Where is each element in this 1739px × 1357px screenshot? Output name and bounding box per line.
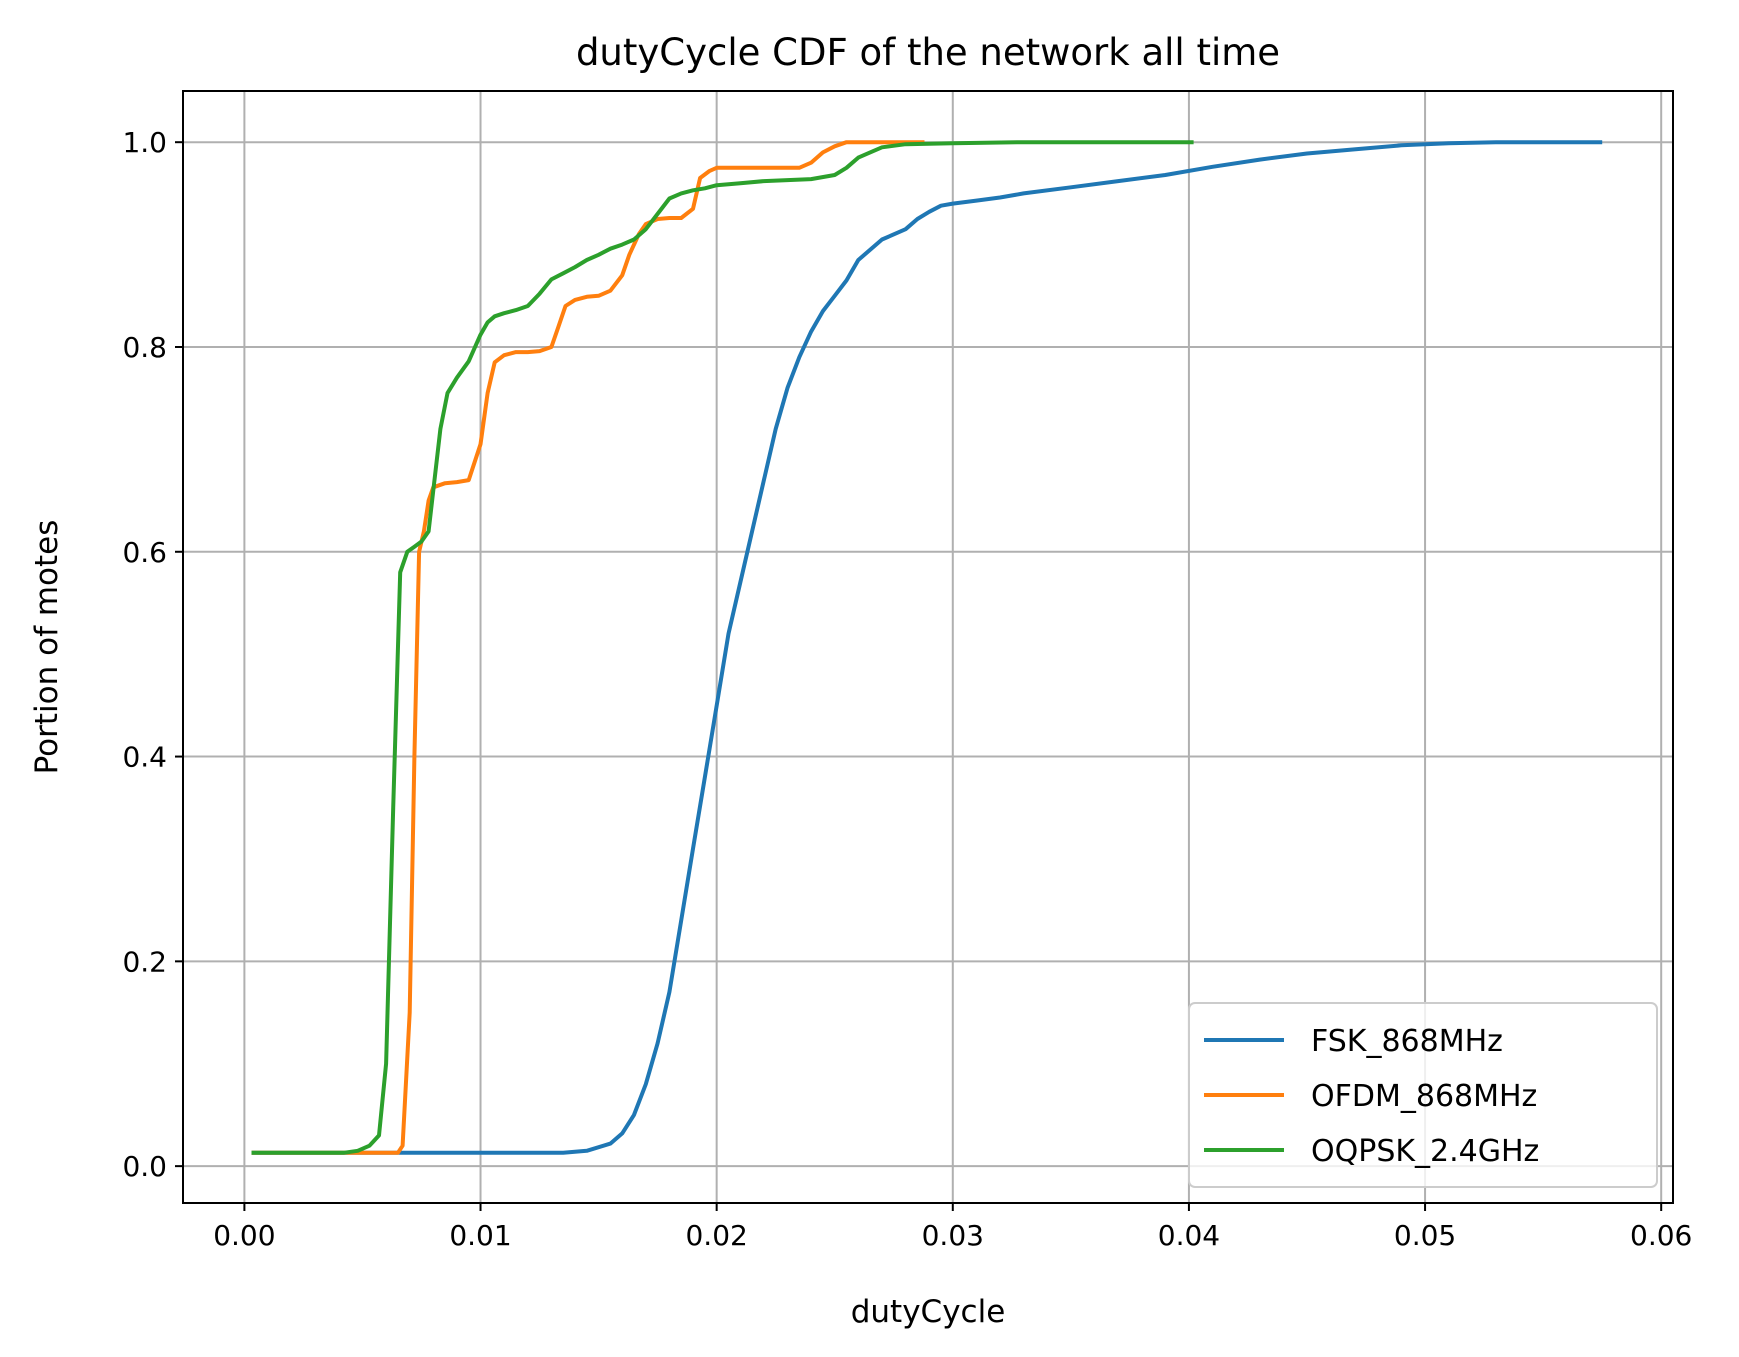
x-tick-label: 0.06 <box>1630 1219 1692 1252</box>
x-tick-label: 0.05 <box>1394 1219 1456 1252</box>
y-axis-label: Portion of motes <box>29 520 65 775</box>
x-tick-label: 0.03 <box>922 1219 984 1252</box>
grid <box>183 91 1673 1203</box>
y-tick-label: 1.0 <box>122 126 167 159</box>
x-tick-label: 0.02 <box>685 1219 747 1252</box>
plot-frame <box>182 90 1674 1204</box>
y-tick-label: 0.8 <box>122 331 167 364</box>
y-tick-label: 0.0 <box>122 1150 167 1183</box>
legend-label: OFDM_868MHz <box>1311 1079 1537 1114</box>
x-tick-label: 0.00 <box>213 1219 275 1252</box>
y-tick-label: 0.6 <box>122 536 167 569</box>
legend: FSK_868MHz OFDM_868MHz OQPSK_2.4GHz <box>1188 1002 1658 1188</box>
y-tick-label: 0.2 <box>122 945 167 978</box>
legend-label: OQPSK_2.4GHz <box>1311 1134 1539 1169</box>
legend-label: FSK_868MHz <box>1311 1024 1503 1059</box>
x-axis-label: dutyCycle <box>851 1294 1006 1330</box>
x-tick-label: 0.01 <box>449 1219 511 1252</box>
y-axis-ticks: 0.0 0.2 0.4 0.6 0.8 1.0 <box>122 126 183 1183</box>
y-tick-label: 0.4 <box>122 741 167 774</box>
series-line-fsk-868mhz <box>251 140 1603 1155</box>
series-line-oqpsk-2-4ghz <box>251 140 1194 1155</box>
series-lines <box>251 140 1603 1155</box>
chart-title: dutyCycle CDF of the network all time <box>576 31 1280 74</box>
x-axis-ticks: 0.00 0.01 0.02 0.03 0.04 0.05 0.06 <box>213 1203 1692 1252</box>
legend-box <box>1188 1002 1658 1188</box>
x-tick-label: 0.04 <box>1158 1219 1220 1252</box>
